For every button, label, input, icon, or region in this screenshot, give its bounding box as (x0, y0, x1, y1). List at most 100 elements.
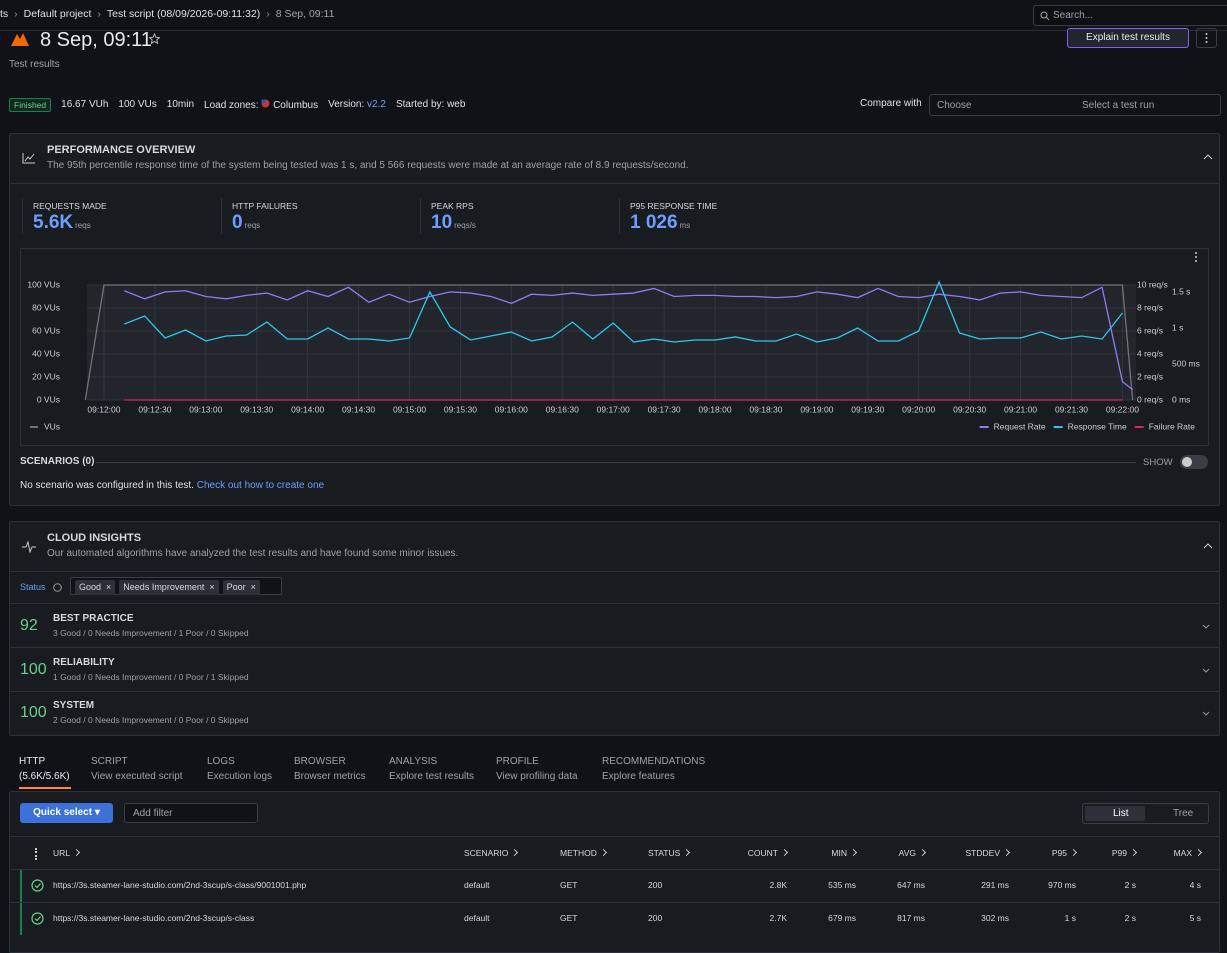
compare-select[interactable]: Choose Select a test run (929, 94, 1221, 116)
column-header[interactable]: COUNT (748, 848, 787, 858)
legend-label[interactable]: Response Time (1068, 421, 1127, 431)
insight-row[interactable]: 92 BEST PRACTICE 3 Good / 0 Needs Improvem… (10, 604, 1219, 648)
add-filter[interactable]: Add filter (124, 803, 258, 823)
expand-icon (1202, 668, 1210, 673)
filter-chip[interactable]: Poor (222, 580, 260, 595)
view-list[interactable]: List (1113, 808, 1129, 819)
table-cell: https://3s.steamer-lane-studio.com/2nd-3… (53, 880, 307, 890)
column-header[interactable]: AVG (899, 848, 925, 858)
collapse-icon[interactable] (1203, 154, 1213, 160)
show-label: SHOW (1143, 457, 1173, 468)
breadcrumb-item[interactable]: Test script (08/09/2026-09:11:32) (91, 8, 260, 21)
divider (10, 603, 1219, 604)
search-icon (1040, 11, 1050, 21)
chevron (1202, 668, 1210, 673)
scenarios-title: SCENARIOS (0) (20, 456, 95, 467)
tab-sub: Execution logs (207, 771, 273, 782)
x-tick-label: 09:12:00 (87, 404, 120, 414)
tab-sub: Explore test results (389, 771, 475, 782)
tab[interactable]: BROWSER Browser metrics (294, 756, 366, 783)
x-tick-label: 09:18:30 (749, 404, 782, 414)
insight-row[interactable]: 100 SYSTEM 2 Good / 0 Needs Improvement / … (10, 691, 1219, 734)
y2-tick-label: 2 req/s (1137, 371, 1163, 381)
top-bar (0, 0, 1227, 31)
toggle-knob (1182, 457, 1192, 467)
kebab-dot (1195, 260, 1197, 262)
y-tick-label: 40 VUs (32, 348, 60, 358)
explain-button[interactable]: Explain test results (1067, 28, 1189, 48)
y-tick-label: 80 VUs (32, 302, 60, 312)
version-label: Version: (328, 99, 365, 111)
success-icon (31, 912, 44, 925)
y3-tick-label: 0 ms (1172, 394, 1190, 404)
column-header[interactable]: P99 (1112, 848, 1136, 858)
table-cell: 1 s (1064, 913, 1076, 923)
column-header[interactable]: MAX (1174, 848, 1201, 858)
active-view (1085, 806, 1145, 821)
x-tick-label: 09:20:30 (953, 404, 986, 414)
filter-select[interactable]: GoodNeeds ImprovementPoor (70, 577, 282, 595)
panel-description: Our automated algorithms have analyzed t… (47, 548, 459, 559)
x-tick-label: 09:19:00 (800, 404, 833, 414)
view-tree[interactable]: Tree (1173, 808, 1194, 819)
filter-chip[interactable]: Good (75, 580, 116, 595)
metric-value: 0 (232, 212, 243, 234)
column-header[interactable]: MIN (831, 848, 856, 858)
version: Version: v2.2 (328, 99, 386, 111)
table-cell: 817 ms (897, 913, 925, 923)
more-button[interactable] (1196, 28, 1217, 48)
create-link[interactable]: Check out how to create one (196, 480, 325, 491)
tab-label: ANALYSIS (389, 756, 438, 767)
x-tick-label: 09:14:30 (342, 404, 375, 414)
tab[interactable]: PROFILE View profiling data (496, 756, 578, 783)
column-header[interactable]: SCENARIO (464, 848, 517, 858)
tab[interactable]: ANALYSIS Explore test results (389, 756, 474, 783)
star-icon[interactable] (149, 33, 160, 44)
y2-tick-label: 0 req/s (1137, 394, 1163, 404)
collapse-icon[interactable] (1203, 543, 1213, 549)
insight-row[interactable]: 100 RELIABILITY 1 Good / 0 Needs Improveme… (10, 648, 1219, 692)
column-header[interactable]: STDDEV (966, 848, 1009, 858)
version-value[interactable]: v2.2 (367, 99, 386, 111)
metric-unit: reqs (244, 221, 261, 231)
chevron (1202, 711, 1210, 716)
breadcrumb-item[interactable]: ts (0, 8, 9, 20)
scenarios-empty: No scenario was configured in this test.… (20, 480, 324, 492)
search-box[interactable]: Search... (1033, 5, 1227, 26)
column-header[interactable]: URL (53, 848, 79, 858)
column-menu[interactable] (35, 848, 40, 860)
series-line (124, 280, 1123, 343)
scenarios-line (96, 462, 1136, 463)
kebab-dot (1195, 256, 1197, 258)
tab-label: SCRIPT (91, 756, 128, 767)
table-cell: 291 ms (981, 880, 1009, 890)
tab[interactable]: RECOMMENDATIONS Explore features (602, 756, 705, 783)
tab-sub: Browser metrics (294, 771, 366, 782)
column-header[interactable]: METHOD (560, 848, 606, 858)
load-zones: Load zones: Columbus (204, 99, 318, 112)
breadcrumb-item[interactable]: 8 Sep, 09:11 (260, 8, 335, 21)
legend-label[interactable]: Failure Rate (1149, 421, 1196, 431)
column-header[interactable]: STATUS (648, 848, 689, 858)
tab[interactable]: LOGS Execution logs (207, 756, 272, 783)
breadcrumb-item[interactable]: Default project (8, 8, 92, 21)
tab[interactable]: SCRIPT View executed script (91, 756, 183, 783)
row-status-bar (20, 903, 22, 935)
tab[interactable]: HTTP (5.6K/5.6K) (19, 756, 70, 783)
column-header[interactable]: P95 (1052, 848, 1076, 858)
series-line (124, 286, 1134, 391)
search-placeholder: Search... (1053, 10, 1094, 21)
check-circle (31, 879, 44, 892)
x-tick-label: 09:13:30 (240, 404, 273, 414)
kebab-icon (1205, 33, 1208, 43)
quick-select-button[interactable]: Quick select ▾ (20, 803, 113, 823)
table-cell: 2 s (1124, 913, 1136, 923)
filter-chip[interactable]: Needs Improvement (119, 580, 219, 595)
legend-label[interactable]: Request Rate (994, 421, 1046, 431)
table-cell: default (464, 880, 490, 890)
kebab-hitbox[interactable] (1188, 252, 1200, 266)
check-circle (31, 912, 44, 925)
show-toggle[interactable] (1180, 455, 1208, 469)
legend-label: VUs (44, 421, 60, 431)
